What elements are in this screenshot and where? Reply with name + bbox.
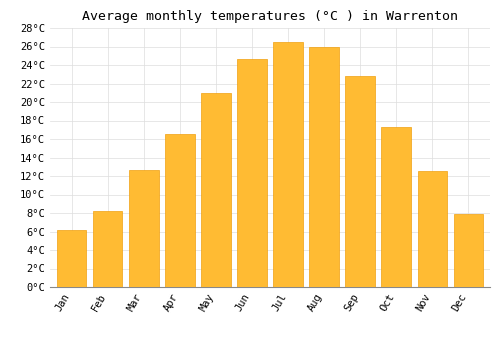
- Bar: [165, 134, 194, 287]
- Bar: [273, 42, 303, 287]
- Bar: [201, 93, 230, 287]
- Bar: [129, 169, 158, 287]
- Bar: [346, 76, 375, 287]
- Bar: [454, 214, 483, 287]
- Bar: [93, 211, 122, 287]
- Bar: [57, 230, 86, 287]
- Bar: [382, 127, 411, 287]
- Bar: [310, 48, 339, 287]
- Title: Average monthly temperatures (°C ) in Warrenton: Average monthly temperatures (°C ) in Wa…: [82, 10, 458, 23]
- Bar: [418, 172, 447, 287]
- Bar: [237, 58, 267, 287]
